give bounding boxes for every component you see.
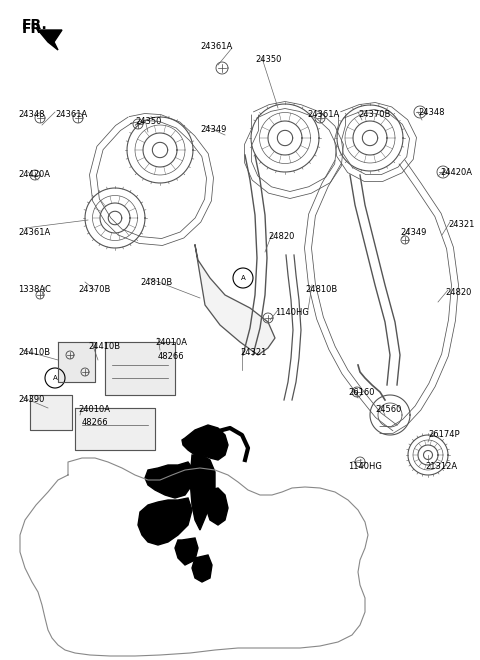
Text: 24370B: 24370B: [78, 285, 110, 294]
Text: 48266: 48266: [158, 352, 185, 361]
Text: A: A: [53, 375, 58, 381]
Text: 24390: 24390: [18, 395, 44, 404]
Text: 24361A: 24361A: [18, 228, 50, 237]
Text: 24361A: 24361A: [55, 110, 87, 119]
Text: FR.: FR.: [22, 22, 48, 36]
Text: 26174P: 26174P: [428, 430, 460, 439]
Polygon shape: [195, 245, 275, 355]
Text: A: A: [240, 275, 245, 281]
Polygon shape: [145, 462, 195, 498]
Text: 24348: 24348: [18, 110, 45, 119]
Polygon shape: [205, 488, 228, 525]
Text: 24349: 24349: [200, 125, 227, 134]
Polygon shape: [30, 395, 72, 430]
Text: 24420A: 24420A: [440, 168, 472, 177]
Text: 24410B: 24410B: [18, 348, 50, 357]
Polygon shape: [175, 538, 198, 565]
Text: 24010A: 24010A: [78, 405, 110, 414]
Text: 24810B: 24810B: [305, 285, 337, 294]
Text: 24350: 24350: [135, 117, 161, 126]
Text: 24560: 24560: [375, 405, 401, 414]
Text: 24349: 24349: [400, 228, 426, 237]
Polygon shape: [192, 555, 212, 582]
Polygon shape: [58, 342, 95, 382]
Text: 24350: 24350: [255, 55, 281, 64]
Text: 1140HG: 1140HG: [348, 462, 382, 471]
Text: 1338AC: 1338AC: [18, 285, 51, 294]
Polygon shape: [190, 455, 215, 530]
Polygon shape: [75, 408, 155, 450]
Text: 21312A: 21312A: [425, 462, 457, 471]
Text: FR.: FR.: [22, 18, 48, 32]
Text: 24820: 24820: [445, 288, 471, 297]
Text: 24361A: 24361A: [200, 42, 232, 51]
Text: 24010A: 24010A: [155, 338, 187, 347]
Text: 24321: 24321: [240, 348, 266, 357]
Text: 24361A: 24361A: [307, 110, 339, 119]
Text: 24820: 24820: [268, 232, 294, 241]
Text: 24348: 24348: [418, 108, 444, 117]
Text: 24370B: 24370B: [358, 110, 390, 119]
Text: 24420A: 24420A: [18, 170, 50, 179]
Text: 48266: 48266: [82, 418, 108, 427]
Text: 24810B: 24810B: [140, 278, 172, 287]
Text: 24321: 24321: [448, 220, 474, 229]
Text: 24410B: 24410B: [88, 342, 120, 351]
Polygon shape: [38, 30, 62, 50]
Text: 26160: 26160: [348, 388, 374, 397]
Text: 1140HG: 1140HG: [275, 308, 309, 317]
Polygon shape: [138, 498, 192, 545]
Polygon shape: [182, 425, 228, 460]
Polygon shape: [105, 342, 175, 395]
